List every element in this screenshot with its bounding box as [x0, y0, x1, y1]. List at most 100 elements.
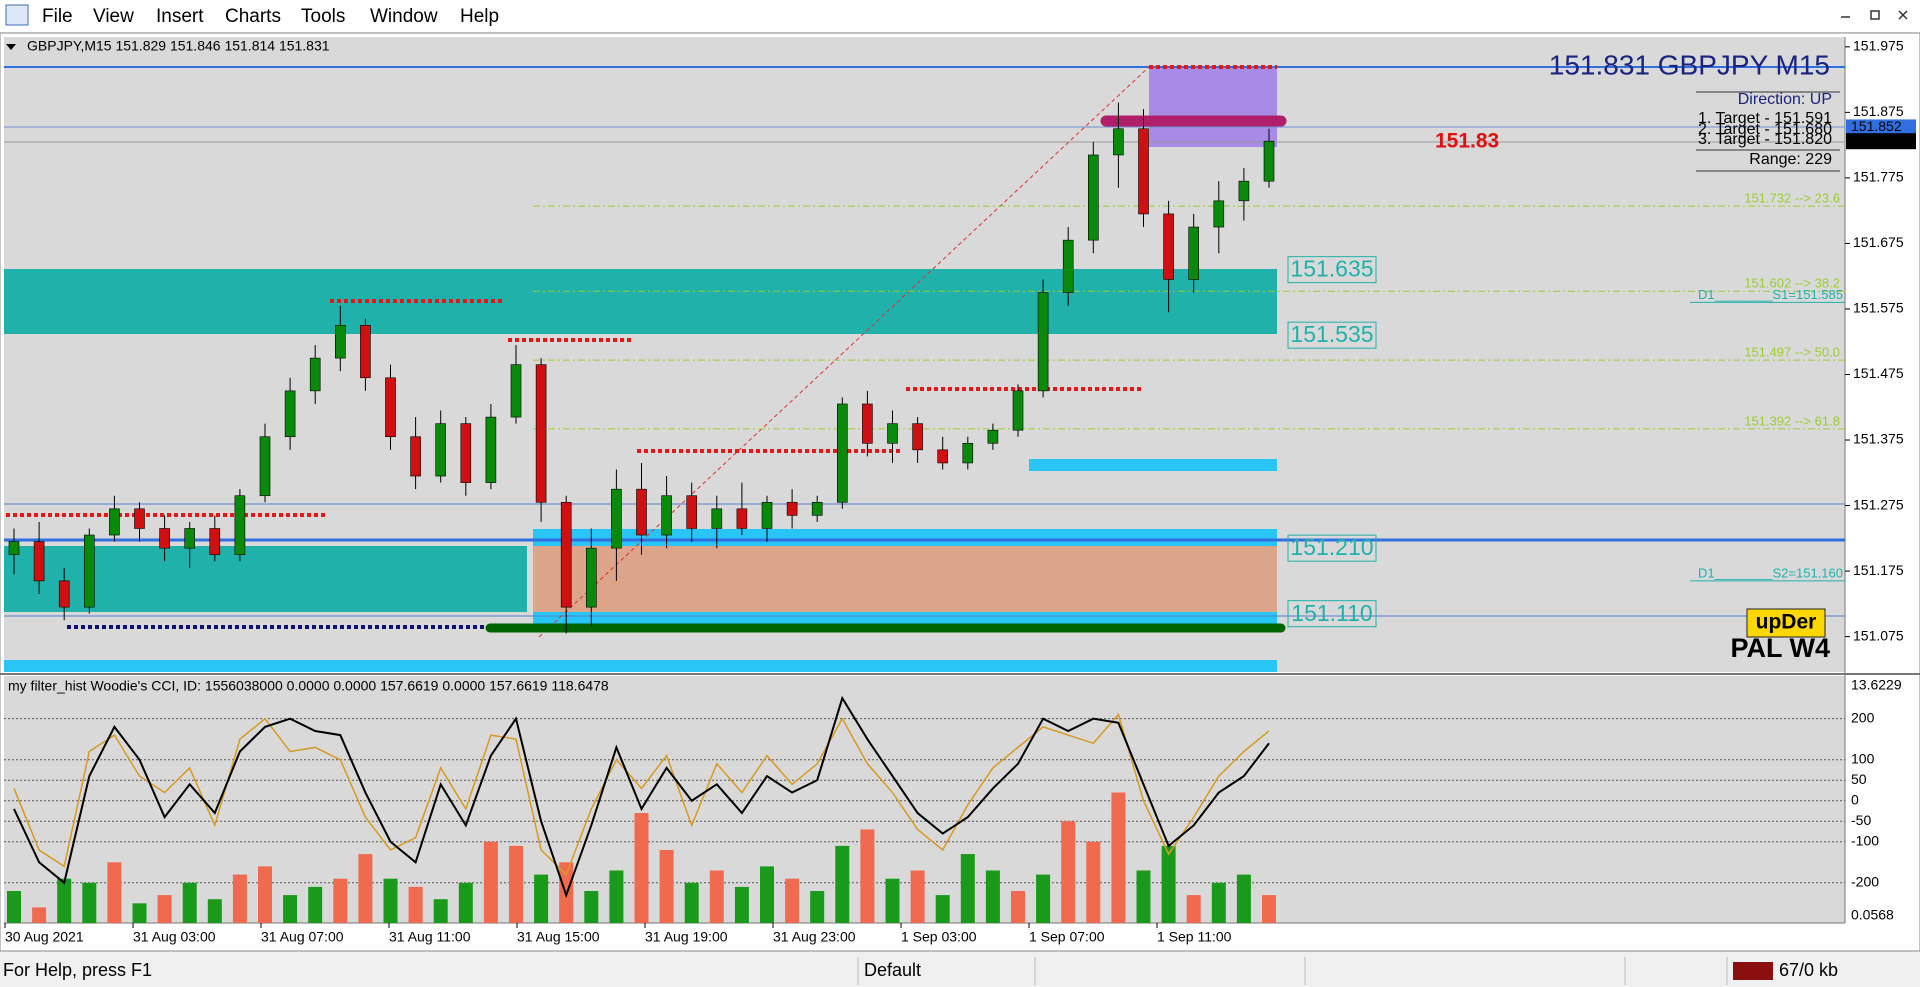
x-tick-label: 31 Aug 07:00: [261, 929, 344, 945]
candle-body: [636, 488, 647, 536]
price-marker: [1846, 133, 1916, 150]
candle-body: [410, 436, 421, 477]
candle-body: [84, 534, 95, 608]
y-tick-label: 151.775: [1853, 169, 1904, 185]
resistance-lines: [6, 65, 1277, 517]
candle-body: [862, 403, 873, 444]
candle-body: [811, 501, 823, 516]
candle-body: [435, 423, 447, 477]
histogram-bar: [232, 874, 247, 923]
info-rules: [1696, 91, 1840, 172]
status-bar: [0, 953, 1920, 987]
candle-body: [8, 541, 20, 555]
y-tick-label: 151.175: [1853, 562, 1904, 578]
histogram-bar: [132, 903, 147, 923]
pivot-label: D1________S2=151.160: [1698, 565, 1843, 580]
menu-item[interactable]: Tools: [301, 6, 345, 27]
app-icon: [5, 4, 29, 26]
restore[interactable]: [1870, 10, 1880, 20]
supply-zone: [4, 269, 1277, 334]
candle-body: [284, 390, 296, 438]
price-marker: [1846, 119, 1916, 136]
candle-body: [33, 541, 45, 582]
band: [533, 529, 1277, 546]
histogram-bar: [1186, 895, 1201, 923]
histogram-bar: [1036, 874, 1051, 923]
band: [1029, 459, 1277, 471]
level-label: 151.535: [1290, 321, 1373, 347]
histogram-bar: [1236, 874, 1251, 923]
target-box: [1149, 67, 1277, 147]
menu-item[interactable]: Insert: [156, 6, 204, 27]
histogram-bar: [308, 886, 323, 923]
histogram-bar: [57, 878, 72, 923]
candle-body: [661, 495, 672, 536]
histogram-bar: [1086, 841, 1101, 923]
last-price: 151.83: [1435, 129, 1499, 152]
y-tick-label: 151.475: [1853, 365, 1904, 381]
candle-body: [159, 528, 170, 549]
y-tick-label: 200: [1851, 709, 1875, 725]
candle-body: [560, 501, 572, 608]
target: 3. Target - 151.820: [1698, 131, 1832, 148]
menu-item[interactable]: View: [93, 6, 134, 27]
x-tick-label: 30 Aug 2021: [5, 929, 84, 945]
histogram-bar: [383, 878, 398, 923]
y-tick-label: 151.375: [1853, 431, 1904, 447]
histogram-bar: [7, 890, 21, 923]
candle-body: [987, 429, 999, 444]
candle-body: [184, 528, 195, 549]
demand-zone: [4, 546, 527, 612]
fib-label: 151.602 --> 38.2: [1744, 276, 1840, 291]
candle-body: [711, 508, 723, 529]
candle-body: [309, 357, 321, 392]
candle-body: [585, 547, 597, 608]
indicator-scale-top: 13.6229: [1851, 677, 1902, 693]
candle-body: [109, 508, 120, 536]
target: 2. Target - 151.680: [1698, 121, 1832, 138]
chart-header: GBPJPY,M15 151.829 151.846 151.814 151.8…: [27, 38, 330, 54]
x-tick-label: 1 Sep 11:00: [1157, 929, 1232, 945]
histogram-bar: [258, 866, 272, 923]
y-tick-label: 151.575: [1853, 300, 1904, 316]
candle-body: [686, 495, 698, 529]
candle-body: [1238, 180, 1250, 202]
y-tick-label: 151.975: [1853, 38, 1904, 54]
menu-item[interactable]: Help: [460, 6, 499, 27]
histogram-bar: [684, 882, 699, 923]
histogram-bar: [82, 882, 97, 923]
histogram-bar: [734, 886, 749, 923]
histogram-bar: [1111, 792, 1126, 923]
histogram-bar: [483, 841, 498, 923]
candle-body: [1037, 292, 1049, 392]
candle-body: [334, 325, 346, 359]
y-tick-label: 151.875: [1853, 103, 1904, 119]
level-box: [1287, 256, 1377, 284]
menu-item[interactable]: File: [42, 6, 73, 27]
histogram-bar: [785, 878, 800, 923]
target: 1. Target - 151.591: [1698, 110, 1832, 127]
close[interactable]: [1898, 10, 1908, 20]
candle-body: [360, 325, 371, 379]
y-tick-label: -200: [1851, 873, 1879, 889]
collapse-arrow[interactable]: [6, 44, 16, 50]
candle-body: [510, 364, 522, 418]
menu-item[interactable]: Window: [370, 6, 438, 27]
candle-body: [887, 423, 898, 444]
candle-body: [1062, 239, 1074, 293]
badge: [1746, 608, 1826, 638]
menu-item[interactable]: Charts: [225, 6, 281, 27]
level-box: [1287, 534, 1377, 562]
y-tick-label: -100: [1851, 832, 1879, 848]
traffic-icon: [1733, 962, 1773, 980]
y-tick-label: -50: [1851, 812, 1871, 828]
level-label: 151.110: [1291, 600, 1372, 626]
histogram-bar: [609, 870, 624, 923]
histogram-bar: [985, 870, 1000, 923]
candle-body: [1263, 140, 1275, 182]
x-tick-label: 31 Aug 03:00: [133, 929, 216, 945]
candle-body: [1188, 226, 1199, 280]
x-tick-label: 31 Aug 19:00: [645, 929, 728, 945]
